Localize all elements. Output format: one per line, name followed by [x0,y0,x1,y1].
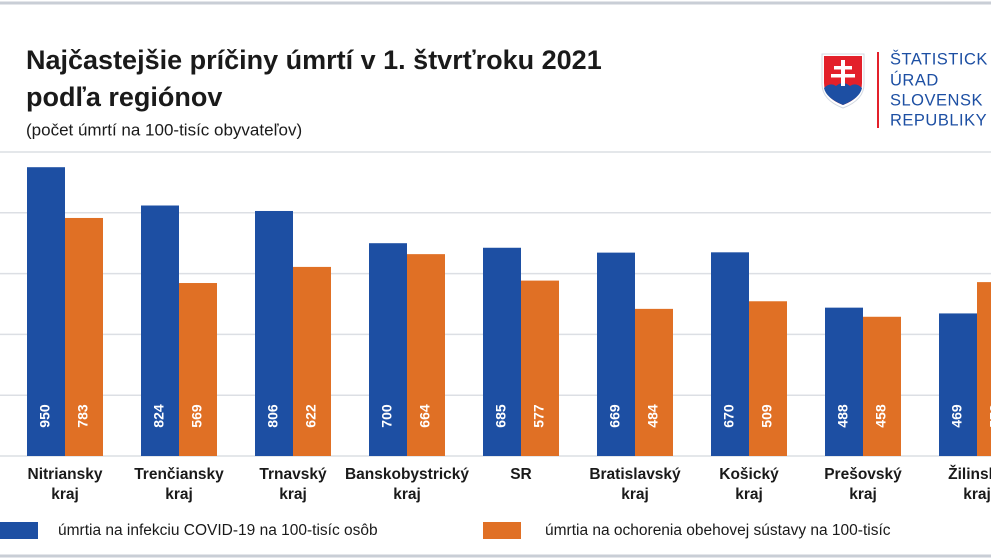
bar [635,308,673,456]
value-label: 469 [949,404,965,428]
bar [977,282,991,456]
value-label: 669 [607,404,623,428]
value-label: 458 [873,404,889,428]
legend-swatch [0,522,38,539]
bar [255,210,293,456]
bar [749,301,787,456]
legend-label: úmrtia na infekciu COVID-19 na 100-tisíc… [58,522,378,539]
value-label: 484 [645,404,661,428]
value-label: 824 [151,404,167,428]
bar [27,167,65,456]
x-tick-label: kraj [279,486,307,503]
value-label: 622 [303,404,319,428]
logo-cross [834,66,852,70]
bar [407,254,445,456]
logo-text: ÚRAD [890,70,939,89]
legend-label: úmrtia na ochorenia obehovej sústavy na … [545,522,891,539]
value-label: 664 [417,404,433,428]
value-label: 569 [189,404,205,428]
x-tick-label: kraj [51,486,79,503]
bar [825,307,863,456]
value-label: 577 [531,404,547,428]
x-tick-label: Nitriansky [28,466,103,483]
value-label: 572 [987,404,991,428]
logo: ŠTATISTICK ÚRAD SLOVENSK REPUBLIKY [821,49,988,129]
bar [65,217,103,456]
logo-cross [841,60,845,86]
value-label: 806 [265,404,281,428]
value-label: 670 [721,404,737,428]
x-tick-label: kraj [735,486,763,503]
value-label: 783 [75,404,91,428]
bar [483,247,521,456]
x-tick-label: Prešovský [824,466,902,483]
bar [141,205,179,456]
value-label: 685 [493,404,509,428]
x-tick-label: Trenčiansky [134,466,224,483]
value-label: 700 [379,404,395,428]
bar [597,252,635,456]
logo-hills [824,83,862,105]
logo-text: SLOVENSK [890,91,983,109]
logo-cross [831,74,855,78]
x-tick-label: Bratislavský [589,466,681,483]
x-tick-label: Žilinský [948,465,991,483]
x-tick-label: kraj [165,486,193,503]
bar [939,313,977,456]
bar [369,243,407,456]
value-label: 950 [37,404,53,428]
value-label: 488 [835,404,851,428]
x-tick-label: kraj [963,486,991,503]
x-tick-label: Banskobystrický [345,466,469,483]
bar [179,283,217,456]
chart-subtitle: (počet úmrtí na 100-tisíc obyvateľov) [26,120,302,139]
bar [293,266,331,456]
legend-swatch [483,522,521,539]
x-tick-label: kraj [849,486,877,503]
x-tick-label: Trnavský [259,466,327,483]
x-tick-label: kraj [393,486,421,503]
x-tick-label: kraj [621,486,649,503]
chart-title: podľa regiónov [26,82,222,112]
bar [521,280,559,456]
x-tick-label: Košický [719,466,779,483]
logo-text: ŠTATISTICK [890,49,988,68]
logo-text: REPUBLIKY [890,111,987,129]
bar [711,252,749,456]
plot-area: 950 783 Nitriansky kraj 824 569 Trenčiansky kra… [0,151,991,539]
bar [863,316,901,456]
value-label: 509 [759,404,775,428]
chart-title: Najčastejšie príčiny úmrtí v 1. štvrťrok… [26,45,602,75]
x-tick-label: SR [510,466,532,483]
